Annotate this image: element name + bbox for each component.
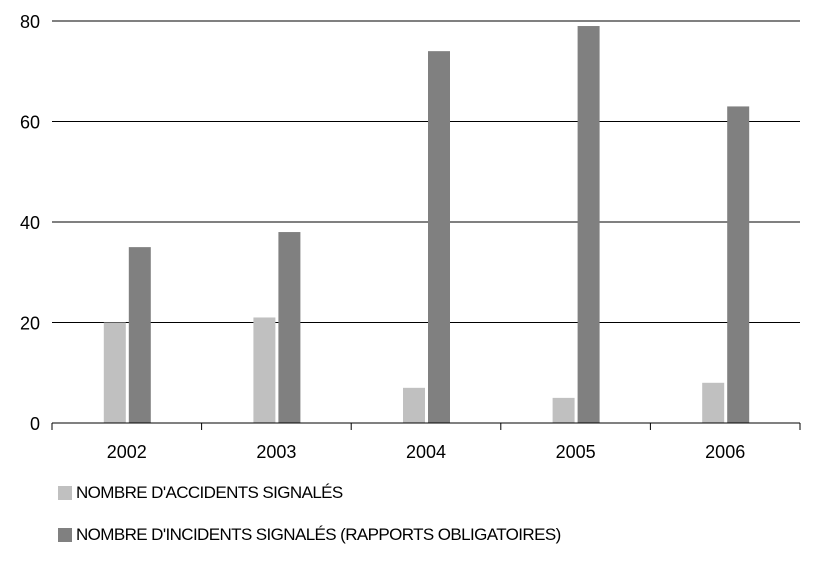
x-axis: 2002 2003 2004 2005 2006 bbox=[51, 422, 801, 462]
legend-item-accidents: NOMBRE D'ACCIDENTS SIGNALÉS bbox=[58, 481, 561, 505]
bar-accidents-2006 bbox=[702, 382, 725, 423]
bars bbox=[103, 26, 750, 424]
legend-swatch-accidents bbox=[58, 486, 72, 500]
legend-item-incidents: NOMBRE D'INCIDENTS SIGNALÉS (RAPPORTS OB… bbox=[58, 523, 561, 547]
legend-label-accidents: NOMBRE D'ACCIDENTS SIGNALÉS bbox=[76, 483, 343, 502]
legend-swatch-incidents bbox=[58, 528, 72, 542]
bar-accidents-2005 bbox=[552, 397, 575, 423]
y-tick-label-80: 80 bbox=[20, 12, 40, 32]
y-tick-label-20: 20 bbox=[20, 314, 40, 334]
legend-label-incidents: NOMBRE D'INCIDENTS SIGNALÉS (RAPPORTS OB… bbox=[76, 525, 561, 544]
x-tick-label-2003: 2003 bbox=[256, 442, 296, 462]
x-tick-label-2002: 2002 bbox=[107, 442, 147, 462]
gridlines bbox=[52, 20, 800, 323]
x-tick-label-2005: 2005 bbox=[556, 442, 596, 462]
bar-incidents-2005 bbox=[577, 26, 600, 424]
chart-container: 0 20 40 60 80 2002 2003 2004 2005 2006 NOMBRE D'… bbox=[20, 12, 801, 544]
y-axis: 0 20 40 60 80 bbox=[20, 12, 40, 434]
x-tick-label-2006: 2006 bbox=[705, 442, 745, 462]
y-tick-label-40: 40 bbox=[20, 213, 40, 233]
bar-incidents-2004 bbox=[428, 51, 450, 424]
x-tick-label-2004: 2004 bbox=[406, 442, 446, 462]
bar-accidents-2002 bbox=[103, 322, 126, 423]
bar-incidents-2002 bbox=[128, 247, 151, 423]
bar-accidents-2003 bbox=[253, 317, 276, 423]
legend: NOMBRE D'ACCIDENTS SIGNALÉS NOMBRE D'INC… bbox=[58, 481, 561, 565]
bar-chart: 0 20 40 60 80 2002 2003 2004 2005 2006 bbox=[20, 12, 801, 462]
y-tick-label-60: 60 bbox=[20, 113, 40, 133]
y-tick-label-0: 0 bbox=[30, 414, 40, 434]
bar-accidents-2004 bbox=[403, 387, 425, 423]
bar-incidents-2006 bbox=[727, 106, 750, 424]
bar-incidents-2003 bbox=[278, 232, 301, 423]
